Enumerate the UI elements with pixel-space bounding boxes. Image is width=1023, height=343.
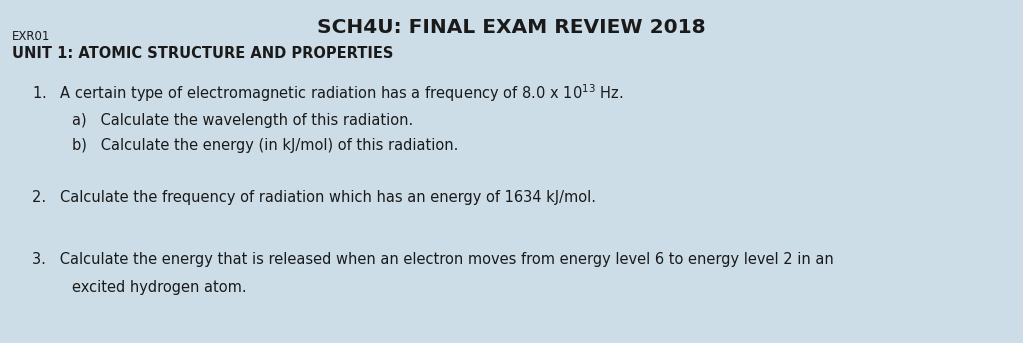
Text: 1.   A certain type of electromagnetic radiation has a frequency of 8.0 x 10$^{1: 1. A certain type of electromagnetic rad… bbox=[32, 82, 623, 104]
Text: UNIT 1: ATOMIC STRUCTURE AND PROPERTIES: UNIT 1: ATOMIC STRUCTURE AND PROPERTIES bbox=[12, 46, 394, 61]
Text: EXR01: EXR01 bbox=[12, 30, 50, 43]
Text: excited hydrogen atom.: excited hydrogen atom. bbox=[72, 280, 247, 295]
Text: 3.   Calculate the energy that is released when an electron moves from energy le: 3. Calculate the energy that is released… bbox=[32, 252, 834, 267]
Text: SCH4U: FINAL EXAM REVIEW 2018: SCH4U: FINAL EXAM REVIEW 2018 bbox=[317, 18, 706, 37]
Text: a)   Calculate the wavelength of this radiation.: a) Calculate the wavelength of this radi… bbox=[72, 113, 413, 128]
Text: b)   Calculate the energy (in kJ/mol) of this radiation.: b) Calculate the energy (in kJ/mol) of t… bbox=[72, 138, 458, 153]
Text: 2.   Calculate the frequency of radiation which has an energy of 1634 kJ/mol.: 2. Calculate the frequency of radiation … bbox=[32, 190, 596, 205]
